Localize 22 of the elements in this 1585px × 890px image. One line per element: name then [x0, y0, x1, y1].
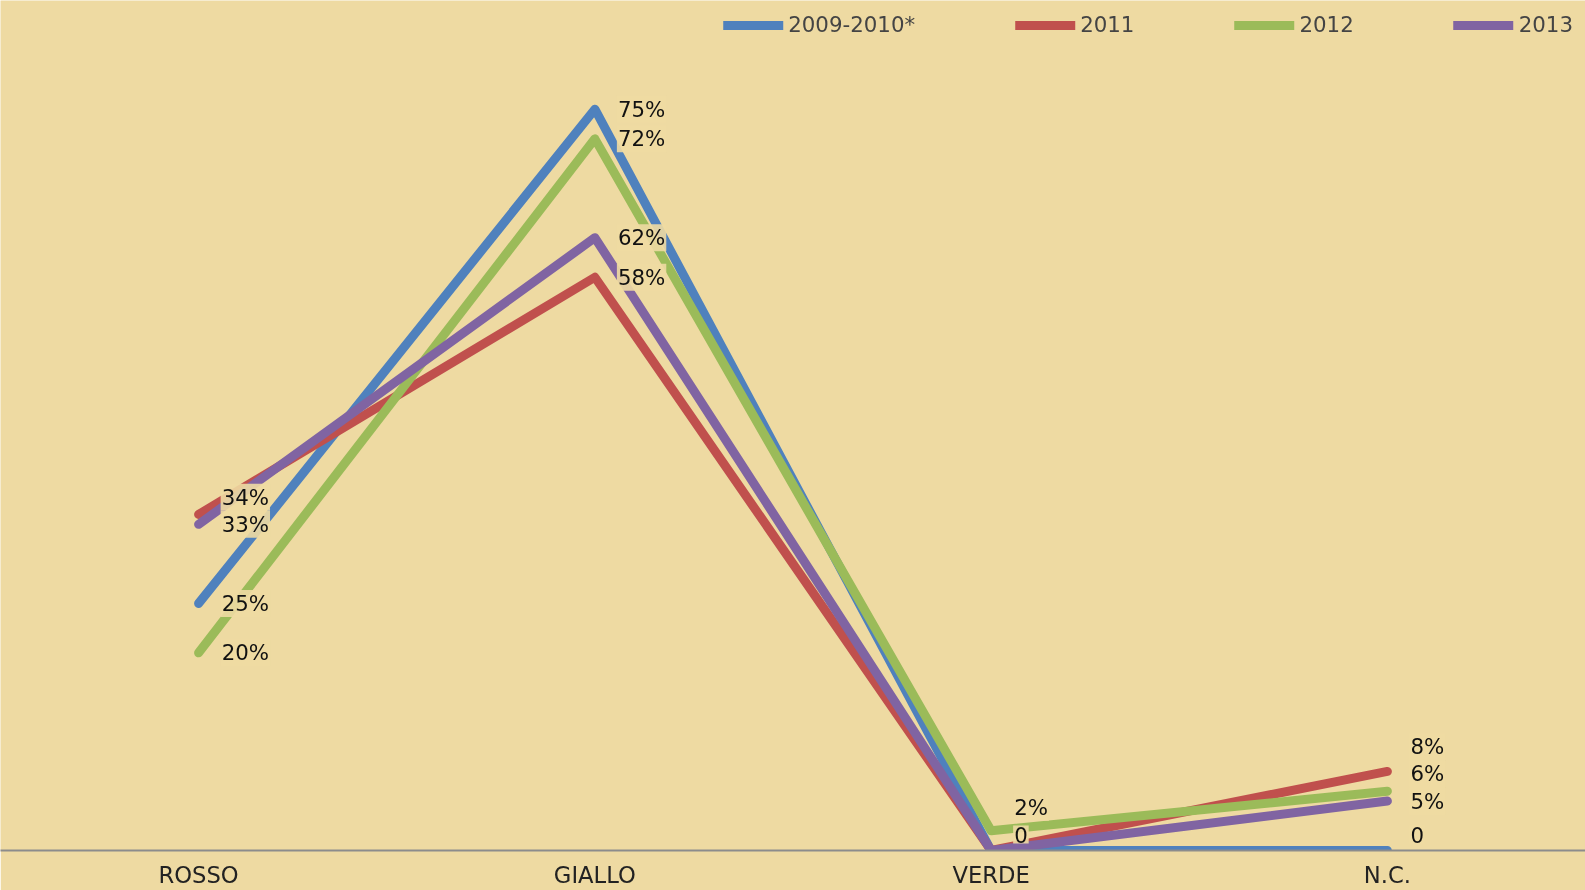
data-label: 0 [1410, 822, 1424, 848]
x-tick-label: GIALLO [553, 861, 636, 888]
data-label: 62% [617, 225, 666, 251]
data-label: 72% [617, 126, 666, 152]
data-label: 6% [1410, 761, 1445, 787]
x-tick-label: N.C. [1363, 861, 1411, 888]
data-label: 5% [1410, 788, 1445, 814]
legend-label: 2012 [1299, 12, 1354, 37]
x-tick-label: ROSSO [158, 861, 239, 888]
data-label: 34% [221, 484, 270, 510]
data-label: 75% [617, 96, 666, 122]
legend-label: 2011 [1080, 12, 1135, 37]
legend-label: 2013 [1518, 12, 1573, 37]
x-tick-label: VERDE [952, 861, 1030, 888]
data-label: 20% [221, 640, 270, 666]
data-label: 58% [617, 264, 666, 290]
legend-label: 2009-2010* [788, 12, 916, 37]
data-label: 2% [1014, 794, 1048, 820]
data-label: 33% [221, 511, 270, 537]
data-label: 25% [221, 590, 270, 616]
data-label: 8% [1410, 734, 1445, 760]
data-label: 0 [1014, 822, 1028, 848]
